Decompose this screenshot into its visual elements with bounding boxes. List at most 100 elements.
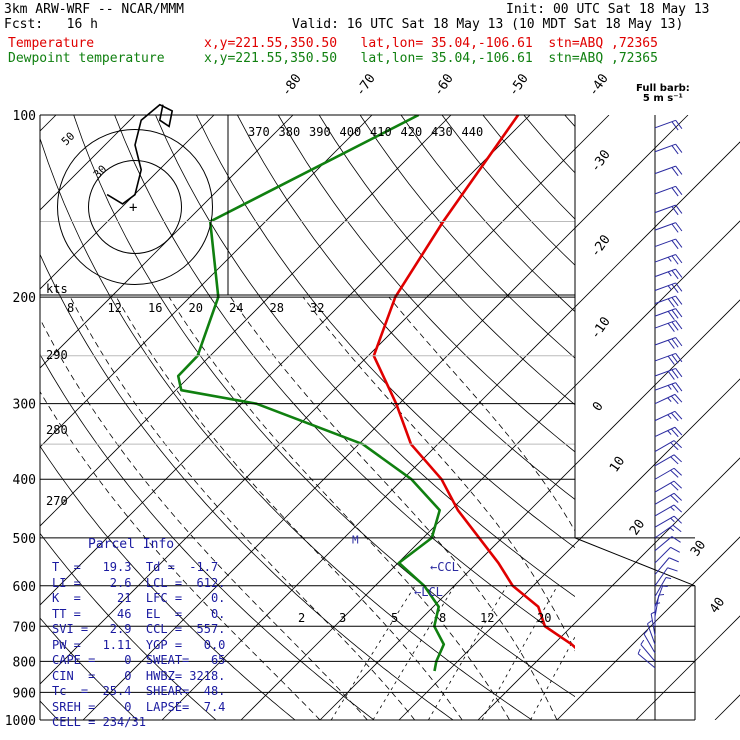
right-axis-skew <box>574 537 696 587</box>
temperature-legend-label: Temperature <box>8 36 95 51</box>
isotherm-label: -10 <box>588 314 614 342</box>
parcel-row: SVI = 2.9 CCL = 557. <box>52 622 226 636</box>
wind-barb-flag <box>671 369 679 379</box>
wind-barb-flag <box>674 394 683 403</box>
theta-label: 420 <box>401 125 423 139</box>
dewpoint-location: x,y=221.55,350.50 lat,lon= 35.04,-106.61… <box>204 51 658 66</box>
wind-barb-flag <box>671 145 679 155</box>
dry-adiabat <box>400 115 575 313</box>
wind-barb-flag <box>671 321 679 331</box>
parcel-row: K = 21 LFC = 0. <box>52 591 226 605</box>
wind-barb <box>647 623 656 645</box>
mixing-ratio-line <box>330 585 416 720</box>
ccl-marker-label: ←CCL <box>430 560 459 574</box>
parcel-row: T = 19.3 Td = -1.7 <box>52 560 219 574</box>
model-title: 3km ARW-WRF -- NCAR/MMM <box>4 2 185 17</box>
wind-barb <box>654 524 674 539</box>
wind-barb <box>654 393 676 405</box>
wind-barb <box>654 480 675 493</box>
wind-barb-flag <box>675 204 683 214</box>
pressure-tick-label: 900 <box>13 686 36 701</box>
wind-barb-half <box>667 256 672 262</box>
isotherm-label: -50 <box>506 71 532 99</box>
wind-barb <box>654 352 676 362</box>
wind-barb <box>654 536 673 552</box>
wind-barb-half <box>667 385 672 390</box>
m-marker-label: M <box>352 533 359 546</box>
wind-barb-flag <box>670 546 680 553</box>
wind-barb <box>654 254 676 263</box>
pressure-tick-label: 400 <box>13 473 36 488</box>
wind-barb <box>654 557 670 575</box>
wind-barb <box>654 282 676 291</box>
theta-label: 400 <box>340 125 362 139</box>
isotherm-label: 0 <box>590 399 607 414</box>
hodograph-speed-label: 32 <box>310 301 324 315</box>
isotherm-line <box>82 115 689 720</box>
isotherm-line <box>240 220 740 720</box>
wind-barb <box>654 165 676 175</box>
hodograph-units-label: kts <box>46 282 68 296</box>
wind-barb-half <box>670 506 675 511</box>
wind-barb-flag <box>675 268 683 278</box>
wind-barb-flag <box>671 383 679 393</box>
wind-barb-flag <box>675 382 683 392</box>
wind-barb-flag <box>670 494 679 503</box>
pressure-tick-label: 300 <box>13 398 36 413</box>
init-time: Init: 00 UTC Sat 18 May 13 <box>506 2 710 17</box>
wind-barb-flag <box>670 469 679 478</box>
wind-barb <box>654 295 676 305</box>
isotherm-line <box>714 694 740 720</box>
dry-adiabat <box>40 445 296 720</box>
wind-barb-flag <box>675 282 683 292</box>
wind-barb-flag <box>671 297 679 307</box>
dry-adiabat <box>523 115 575 174</box>
wind-barb <box>654 426 676 437</box>
isotherm-line <box>161 141 740 720</box>
hodograph-speed-label: 24 <box>229 301 243 315</box>
full-barb-note: Full barb: 5 m s⁻¹ <box>636 84 690 104</box>
wind-barb-flag <box>675 368 683 378</box>
wind-barb <box>654 320 676 329</box>
full-barb-units: 5 m s⁻¹ <box>642 93 683 104</box>
wind-barb-flag <box>675 186 683 195</box>
isotherm-line <box>319 299 740 720</box>
wind-barbs-layer <box>637 119 683 669</box>
pressure-tick-label: 100 <box>13 109 36 124</box>
pressure-tick-label: 800 <box>13 655 36 670</box>
isotherm-label: -70 <box>353 71 379 99</box>
dry-adiabat <box>40 617 138 720</box>
hodograph-speed-label: 12 <box>108 301 122 315</box>
wind-barb <box>654 577 667 597</box>
parcel-row: CELL = 234/31 <box>52 715 146 729</box>
wind-barb-flag <box>675 119 683 129</box>
forecast-hour: Fcst: 16 h <box>4 17 98 32</box>
wind-barb-flag <box>675 353 683 363</box>
isotherm-label: -20 <box>588 232 614 260</box>
wind-barb <box>640 644 656 662</box>
wind-barb-flag <box>673 440 682 449</box>
wind-barb-flag <box>671 223 679 233</box>
hodograph-ring <box>57 129 213 285</box>
dry-adiabat-label: 290 <box>46 348 68 362</box>
parcel-row: CIN = 0 HWBZ= 3218. <box>52 668 226 683</box>
wind-barb-flag <box>673 467 682 476</box>
hodograph-speed-label: 20 <box>189 301 203 315</box>
wind-barb-flag <box>673 504 682 513</box>
wind-barb-flag <box>675 295 683 305</box>
hodograph-speed-label: 8 <box>67 301 74 315</box>
lcl-marker-label: ←LCL <box>414 585 443 599</box>
dry-adiabat-label: 280 <box>46 423 68 437</box>
wind-barb-flag <box>671 338 679 348</box>
pressure-tick-label: 700 <box>13 620 36 635</box>
mixing-ratio-label: 20 <box>537 611 551 625</box>
wind-barb-half <box>640 639 645 645</box>
wind-barb <box>654 308 676 317</box>
mixing-ratio-line <box>594 586 663 720</box>
wind-barb-flag <box>667 311 675 321</box>
parcel-info-title: Parcel Info <box>88 537 175 552</box>
dry-adiabat <box>728 115 740 720</box>
wind-barb-flag <box>675 308 683 318</box>
isotherm-line <box>40 115 452 527</box>
